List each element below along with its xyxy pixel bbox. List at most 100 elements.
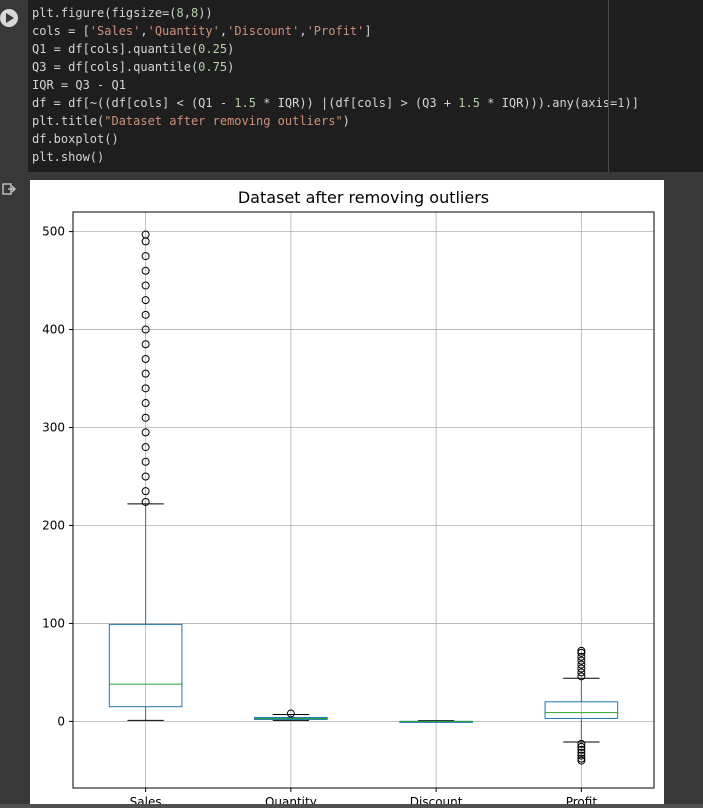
- code-token: 1.5: [458, 96, 480, 110]
- plot-frame: [72, 211, 655, 789]
- y-tick-label: 400: [42, 323, 65, 337]
- code-line: plt.title("Dataset after removing outlie…: [32, 112, 639, 130]
- flier-point: [141, 487, 150, 496]
- flier-point: [577, 660, 586, 669]
- code-token: df.boxplot(): [32, 132, 119, 146]
- chart-title: Dataset after removing outliers: [238, 188, 489, 207]
- code-token: cols = [: [32, 24, 90, 38]
- code-token: )): [198, 6, 213, 20]
- x-tick-label: Profit: [566, 795, 598, 804]
- flier-point: [577, 672, 586, 681]
- flier-point: [141, 472, 150, 481]
- y-tick-label: 300: [42, 421, 65, 435]
- flier-point: [141, 296, 150, 305]
- code-token: 0.75: [198, 60, 228, 74]
- flier-point: [141, 384, 150, 393]
- code-token: "Dataset after removing outliers": [104, 114, 343, 128]
- x-tick-label: Discount: [410, 795, 463, 804]
- code-token: 'Quantity': [147, 24, 220, 38]
- code-token: plt.show(): [32, 150, 105, 164]
- code-token: 'Discount': [227, 24, 300, 38]
- code-line: df.boxplot(): [32, 130, 639, 148]
- code-token: ): [227, 60, 235, 74]
- flier-point: [141, 497, 150, 506]
- code-token: ,: [140, 24, 148, 38]
- flier-point: [577, 742, 586, 751]
- flier-point: [141, 281, 150, 290]
- code-token: df = df[~((df[cols] < (Q1 -: [32, 96, 235, 110]
- code-line: Q3 = df[cols].quantile(0.75): [32, 58, 639, 76]
- code-token: Q1 = df[cols].quantile(: [32, 42, 199, 56]
- code-token: 1: [617, 96, 625, 110]
- code-token: Q3 = df[cols].quantile(: [32, 60, 199, 74]
- code-token: )]: [624, 96, 639, 110]
- code-token: ,: [183, 6, 191, 20]
- code-line: plt.figure(figsize=(8,8)): [32, 4, 639, 22]
- flier-point: [141, 399, 150, 408]
- output-arrow-icon: [2, 183, 16, 195]
- code-token: ]: [364, 24, 372, 38]
- flier-point: [577, 748, 586, 757]
- code-token: * IQR)) |(df[cols] > (Q3 +: [255, 96, 459, 110]
- code-token: 'Profit': [306, 24, 365, 38]
- code-token: ,: [219, 24, 228, 38]
- code-token: 8: [190, 6, 199, 20]
- x-tick-label: Quantity: [265, 795, 317, 804]
- code-token: 8: [176, 6, 184, 20]
- code-token: ,: [299, 24, 307, 38]
- flier-point: [141, 252, 150, 261]
- boxplot-chart: 0 100 200 300 400 500 Sales Quantity Discount Pro…: [42, 188, 655, 804]
- code-editor[interactable]: plt.figure(figsize=(8,8)) cols = ['Sales'…: [28, 0, 703, 172]
- x-tick-label: Sales: [130, 795, 162, 804]
- y-tick-label: 500: [42, 225, 65, 239]
- flier-point: [577, 656, 586, 665]
- code-line: Q1 = df[cols].quantile(0.25): [32, 40, 639, 58]
- scroll-track[interactable]: [0, 804, 703, 808]
- flier-point: [577, 745, 586, 754]
- y-tick-label: 100: [42, 616, 65, 630]
- flier-point: [577, 652, 586, 661]
- play-icon[interactable]: [0, 9, 18, 27]
- ruler-line: [608, 0, 609, 172]
- code-token: plt.figure(figsize=(: [32, 6, 177, 20]
- flier-point: [141, 340, 150, 349]
- code-line: df = df[~((df[cols] < (Q1 - 1.5 * IQR)) …: [32, 94, 639, 112]
- flier-point: [141, 369, 150, 378]
- code-line: IQR = Q3 - Q1: [32, 76, 639, 94]
- y-tick-label: 200: [42, 518, 65, 532]
- flier-point: [141, 310, 150, 319]
- flier-point: [141, 457, 150, 466]
- flier-point: [141, 354, 150, 363]
- flier-point: [577, 751, 586, 760]
- flier-point: [577, 754, 586, 763]
- code-token: ): [342, 114, 350, 128]
- box: [544, 701, 619, 719]
- flier-point: [577, 664, 586, 673]
- code-line: plt.show(): [32, 148, 639, 166]
- code-line: cols = ['Sales','Quantity','Discount','P…: [32, 22, 639, 40]
- flier-point: [141, 443, 150, 452]
- flier-point: [286, 709, 295, 718]
- code-token: 'Sales': [89, 24, 141, 38]
- code-token: IQR = Q3 - Q1: [32, 78, 126, 92]
- flier-point: [577, 739, 586, 748]
- code-text: plt.figure(figsize=(8,8)) cols = ['Sales'…: [32, 4, 639, 166]
- code-token: ): [227, 42, 235, 56]
- box: [108, 623, 183, 708]
- flier-point: [577, 646, 586, 655]
- code-token: * IQR))).any(axis=: [479, 96, 618, 110]
- code-token: 0.25: [198, 42, 228, 56]
- flier-point: [141, 266, 150, 275]
- flier-point: [141, 428, 150, 437]
- cell-output: 0 100 200 300 400 500 Sales Quantity Discount Pro…: [30, 180, 664, 804]
- flier-point: [577, 648, 586, 657]
- flier-point: [141, 230, 150, 239]
- flier-point: [577, 668, 586, 677]
- flier-point: [577, 756, 586, 765]
- code-cell: plt.figure(figsize=(8,8)) cols = ['Sales'…: [0, 0, 703, 172]
- flier-point: [141, 325, 150, 334]
- flier-point: [141, 413, 150, 422]
- code-token: 1.5: [234, 96, 256, 110]
- y-tick-label: 0: [57, 714, 65, 728]
- code-token: plt.title(: [32, 114, 105, 128]
